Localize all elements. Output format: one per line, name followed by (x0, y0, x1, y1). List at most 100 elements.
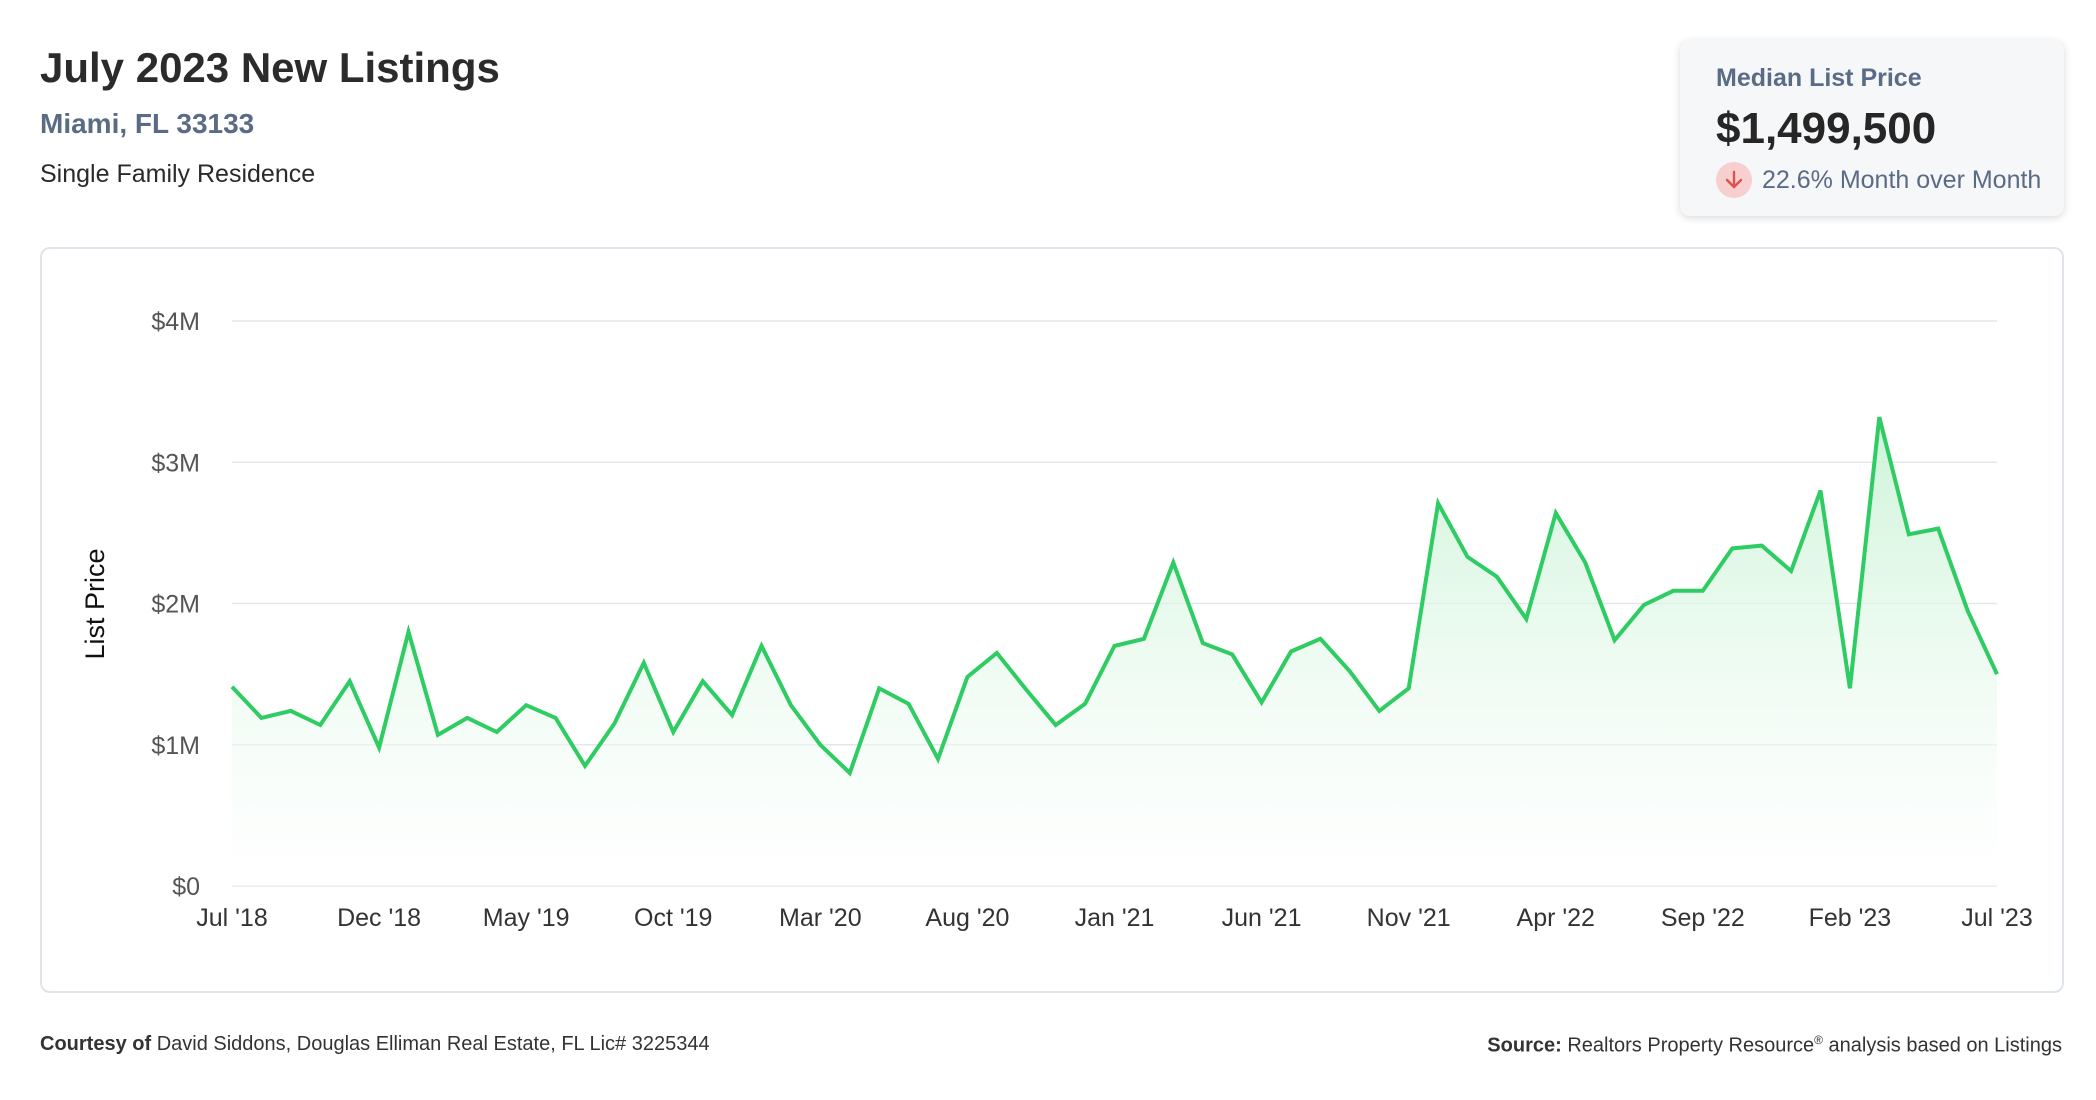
data-point (347, 678, 353, 684)
data-point (1465, 554, 1471, 560)
data-point (641, 660, 647, 666)
y-axis-label: List Price (80, 548, 110, 659)
data-point (1200, 640, 1206, 646)
data-point (406, 629, 412, 635)
data-point (1141, 636, 1147, 642)
x-tick-label: Jul '23 (1961, 904, 2032, 932)
data-point (1906, 531, 1912, 537)
list-price-series-line (230, 416, 1999, 777)
data-point (1406, 685, 1412, 691)
arrow-down-icon (1716, 162, 1752, 198)
data-point (817, 742, 823, 748)
data-point (1112, 643, 1118, 649)
x-tick-label: Apr '22 (1517, 904, 1595, 932)
x-tick-label: Mar '20 (779, 904, 862, 932)
data-point (1847, 685, 1853, 691)
y-tick-label: $0 (172, 873, 200, 901)
data-point (788, 702, 794, 708)
courtesy-footer: Courtesy of David Siddons, Douglas Ellim… (40, 1033, 710, 1056)
data-point (935, 756, 941, 762)
x-tick-label: Oct '19 (634, 904, 712, 932)
y-tick-label: $3M (151, 449, 200, 477)
data-point (435, 732, 441, 738)
page-title: July 2023 New Listings (40, 44, 500, 91)
x-tick-label: Feb '23 (1809, 904, 1892, 932)
data-point (906, 701, 912, 707)
data-point (1082, 701, 1088, 707)
data-point (1700, 588, 1706, 594)
data-point (876, 685, 882, 691)
property-type-label: Single Family Residence (40, 160, 316, 188)
data-point (582, 763, 588, 769)
data-point (1494, 574, 1500, 580)
data-point (1317, 636, 1323, 642)
data-point (1935, 526, 1941, 532)
data-point (317, 722, 323, 728)
x-tick-label: Jun '21 (1222, 904, 1302, 932)
data-point (1729, 545, 1735, 551)
source-text-suffix: analysis based on Listings (1822, 1034, 2063, 1057)
x-tick-label: Aug '20 (925, 904, 1009, 932)
data-point (729, 712, 735, 718)
data-point (1759, 543, 1765, 549)
data-point (847, 770, 853, 776)
data-point (1582, 560, 1588, 566)
list-price-area (232, 417, 1997, 886)
month-over-month-change: 22.6% Month over Month (1716, 162, 2041, 198)
median-list-price-card: Median List Price $1,499,500 22.6% Month… (1680, 40, 2064, 216)
y-tick-label: $4M (151, 308, 200, 336)
data-point (670, 729, 676, 735)
x-tick-label: May '19 (483, 904, 570, 932)
data-point (553, 715, 559, 721)
list-price-chart: $0 $1M $2M $3M $4M Jul '18 Dec '18 May '19 Oct … (80, 308, 2033, 932)
x-tick-label: Jul '18 (196, 904, 267, 932)
data-point (759, 643, 765, 649)
data-point (1229, 651, 1235, 657)
source-label: Source: (1487, 1034, 1562, 1057)
data-point (964, 674, 970, 680)
y-tick-label: $2M (151, 591, 200, 619)
data-point (1435, 500, 1441, 506)
data-point (1347, 668, 1353, 674)
data-point (464, 715, 470, 721)
x-tick-label: Nov '21 (1367, 904, 1451, 932)
data-point (229, 684, 235, 690)
data-point (1288, 649, 1294, 655)
data-point (1670, 588, 1676, 594)
card-value: $1,499,500 (1716, 104, 1937, 153)
data-point (1023, 687, 1029, 693)
source-text: Realtors Property Resource (1567, 1034, 1815, 1057)
data-point (1612, 637, 1618, 643)
data-point (288, 708, 294, 714)
data-point (494, 729, 500, 735)
data-point (1788, 568, 1794, 574)
courtesy-label: Courtesy of (40, 1033, 152, 1055)
data-point (1641, 602, 1647, 608)
data-point (1876, 414, 1882, 420)
data-point (1523, 616, 1529, 622)
location-subtitle: Miami, FL 33133 (40, 108, 255, 139)
data-point (611, 721, 617, 727)
change-text: 22.6% Month over Month (1762, 165, 2042, 194)
data-point (523, 702, 529, 708)
data-point (994, 650, 1000, 656)
x-tick-label: Sep '22 (1661, 904, 1745, 932)
registered-mark: ® (1814, 1033, 1823, 1047)
courtesy-text: David Siddons, Douglas Elliman Real Esta… (156, 1033, 710, 1055)
source-footer: Source: Realtors Property Resource® anal… (1487, 1033, 2062, 1058)
y-tick-label: $1M (151, 732, 200, 760)
data-point (376, 745, 382, 751)
data-point (1053, 722, 1059, 728)
chart-container: $0 $1M $2M $3M $4M Jul '18 Dec '18 May '19 Oct … (40, 247, 2064, 993)
data-point (1376, 708, 1382, 714)
data-point (1553, 510, 1559, 516)
data-point (258, 715, 264, 721)
data-point (1965, 608, 1971, 614)
x-tick-label: Jan '21 (1075, 904, 1155, 932)
data-point (1170, 560, 1176, 566)
x-tick-label: Dec '18 (337, 904, 421, 932)
data-point (1994, 671, 2000, 677)
data-point (1818, 488, 1824, 494)
data-point (1259, 699, 1265, 705)
data-point (700, 678, 706, 684)
